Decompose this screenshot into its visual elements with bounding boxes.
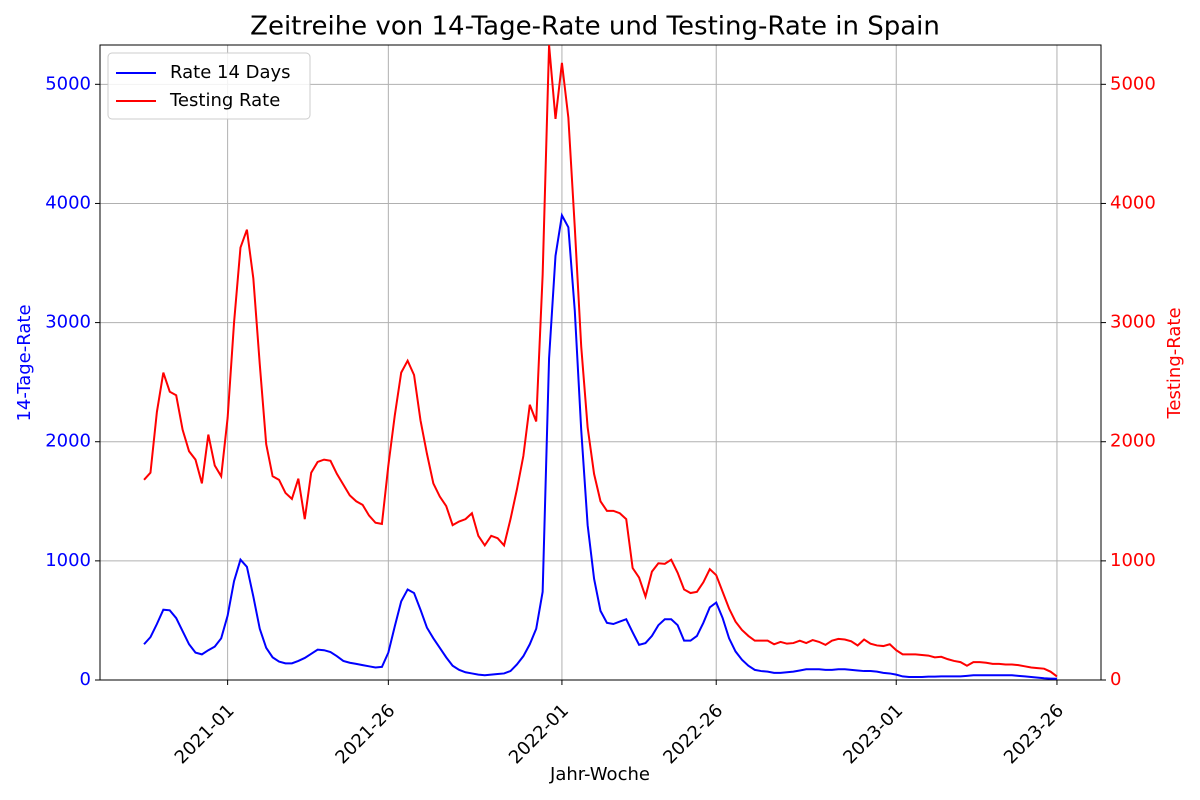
y2-tick-label: 0 xyxy=(1110,669,1121,690)
y2-tick-label: 1000 xyxy=(1110,550,1156,571)
x-tick-label: 2021-01 xyxy=(171,700,239,768)
y-axis-label: 14-Tage-Rate xyxy=(14,304,35,421)
legend-label: Testing Rate xyxy=(169,90,280,111)
y2-tick-label: 3000 xyxy=(1110,312,1156,333)
x-tick-label: 2023-26 xyxy=(1000,700,1068,768)
data-line xyxy=(143,212,1057,680)
x-axis-label: Jahr-Woche xyxy=(549,764,650,785)
plot-frame xyxy=(99,44,1102,681)
x-tick-label: 2023-01 xyxy=(839,700,907,768)
y2-tick-label: 4000 xyxy=(1110,192,1156,213)
x-tick-label: 2022-01 xyxy=(505,700,573,768)
y2-tick-label: 2000 xyxy=(1110,431,1156,452)
y2-tick-label: 5000 xyxy=(1110,73,1156,94)
y-tick-label: 4000 xyxy=(45,192,91,213)
y-tick-label: 3000 xyxy=(45,312,91,333)
x-tick-label: 2021-26 xyxy=(331,700,399,768)
y-tick-label: 1000 xyxy=(45,550,91,571)
legend-label: Rate 14 Days xyxy=(170,62,291,83)
y-tick-label: 2000 xyxy=(45,431,91,452)
legend-box xyxy=(107,52,311,120)
chart-title: Zeitreihe von 14-Tage-Rate und Testing-R… xyxy=(250,12,940,42)
y-tick-label: 5000 xyxy=(45,73,91,94)
y-tick-label: 0 xyxy=(80,669,91,690)
data-line xyxy=(143,44,1058,678)
x-tick-label: 2022-26 xyxy=(659,700,727,768)
y2-axis-label: Testing-Rate xyxy=(1164,307,1185,419)
